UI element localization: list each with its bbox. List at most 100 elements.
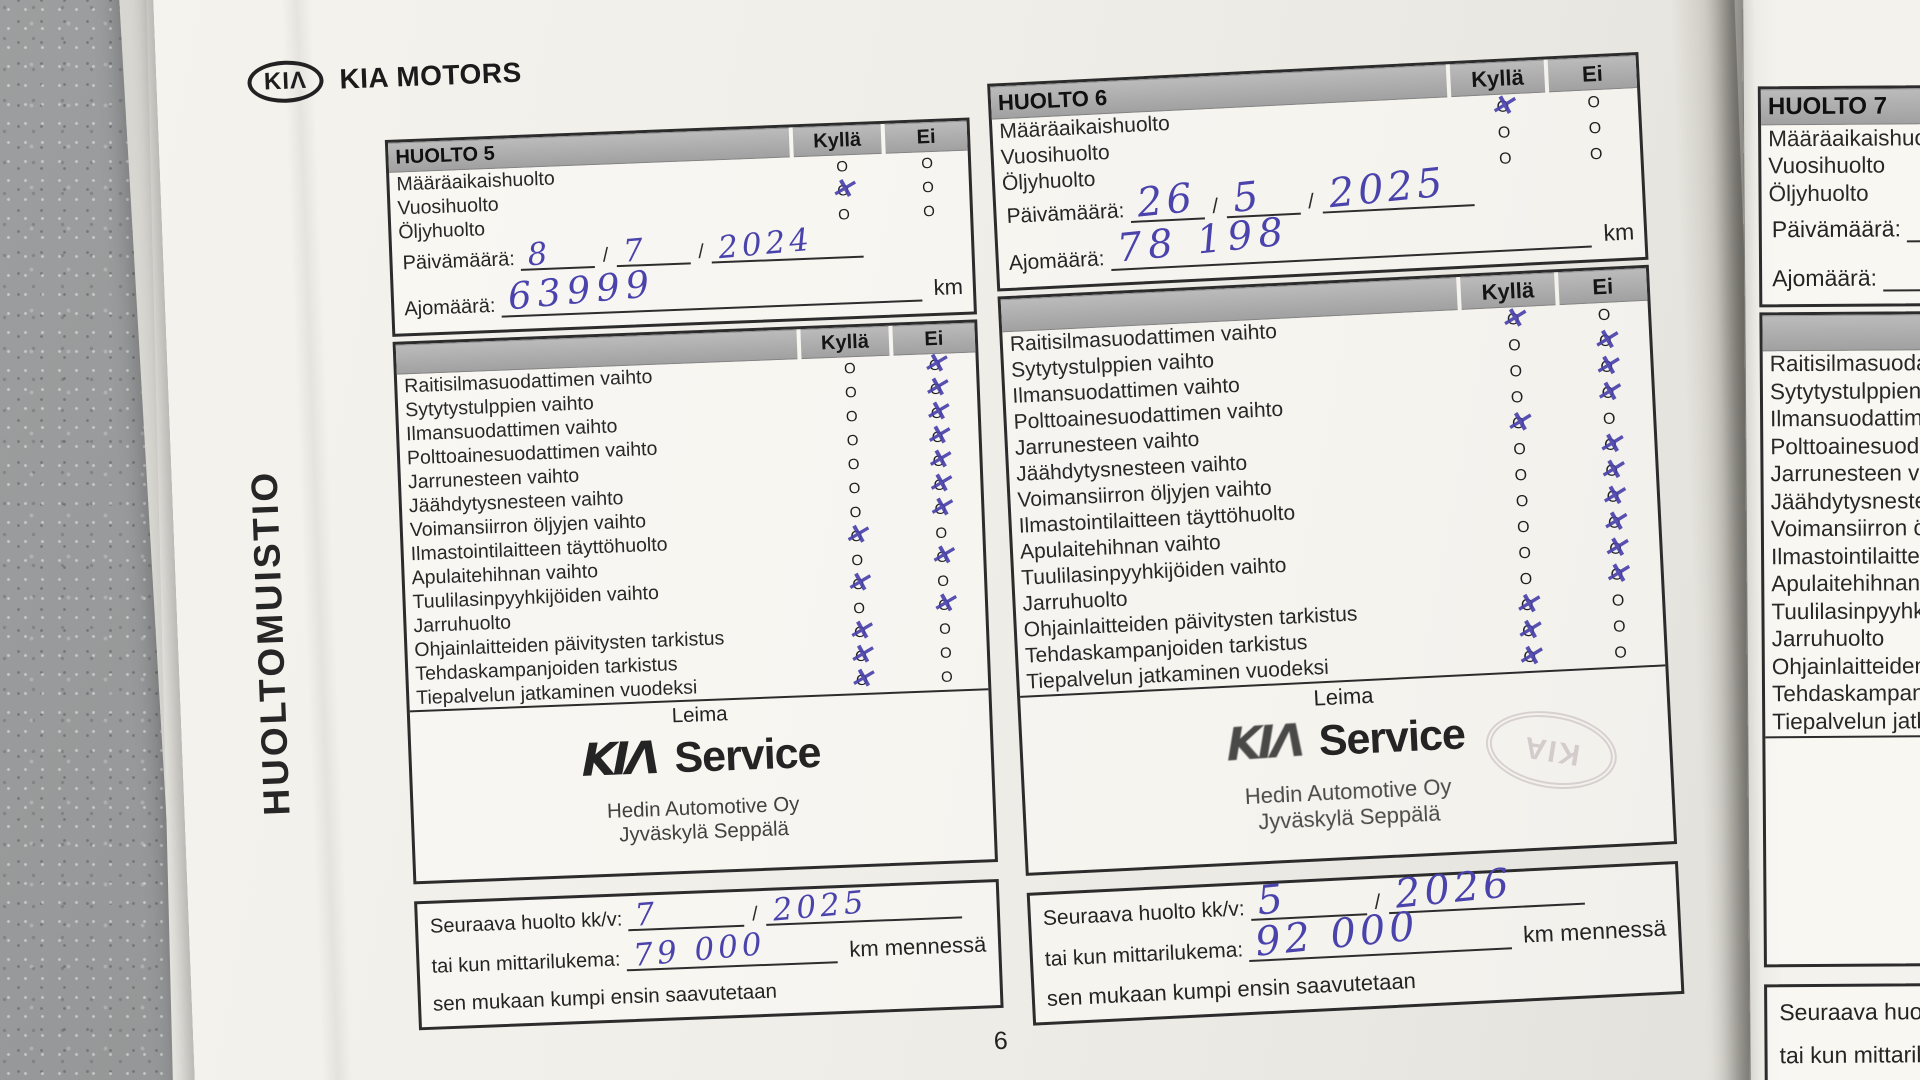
checkbox-ei	[888, 202, 971, 223]
checkbox-kylla	[1472, 439, 1567, 462]
brand-header: KIΛ KIA MOTORS	[246, 52, 523, 105]
checklist-item-label: Tuulilasinpyyhkijöiden vaihto	[1771, 597, 1920, 625]
checkbox-kylla	[1475, 491, 1570, 514]
date-year-line: 2025	[1321, 160, 1475, 217]
service-logo-text: Service	[673, 728, 822, 783]
next-odometer-label: tai kun mittarilukema:	[1044, 938, 1244, 972]
odometer-line: 63999	[501, 262, 923, 318]
checklist-row: Jarruhuolto	[1765, 621, 1920, 653]
checkbox-kylla	[799, 181, 888, 202]
next-service-box: Seuraava huolto kk/v: 5 / 2026 tai kun m…	[1026, 860, 1685, 1026]
checklist-item-label: Jarruhuolto	[1771, 625, 1885, 652]
handwritten-next-month: 5	[1254, 875, 1289, 925]
checkbox-kylla	[814, 574, 903, 595]
checklist-row: Sytytystulppien vaihto	[1763, 374, 1920, 406]
checkbox-ei	[905, 643, 988, 664]
checkbox-ei	[1564, 383, 1653, 405]
checkbox-ei	[1575, 616, 1664, 638]
service-logo-text: Service	[1317, 710, 1466, 766]
checklist-row: Jarrunesteen vaihto	[1763, 456, 1920, 488]
page-number: 6	[993, 1026, 1009, 1056]
checklist-item-label: Ohjainlaitteiden päivitysten tarkistus	[1771, 652, 1920, 680]
service-summary-box: HUOLTO 5 Kyllä Ei Määräaikaishuolto Vuos…	[384, 117, 977, 337]
next-odometer-label: tai kun mittarilukema:	[1779, 1040, 1920, 1068]
checklist-item-label: Polttoainesuodattimen vaihto	[1770, 432, 1920, 460]
yes-column-header: Kyllä	[792, 123, 882, 158]
checkbox-kylla	[807, 383, 896, 404]
checkbox-kylla	[810, 479, 899, 500]
kia-logo-mark: KIΛ	[576, 730, 662, 788]
checkbox-ei	[903, 595, 986, 616]
checklist-header-spacer	[1762, 311, 1920, 351]
odometer-field: Ajomäärä: km	[1762, 252, 1920, 303]
checklist-item-label: Ilmastointilaitteen täyttöhuolto	[1770, 542, 1920, 570]
summary-label: Määräaikaishuolto	[1768, 124, 1920, 152]
checkbox-kylla	[1457, 122, 1552, 145]
whichever-first-note: sen mukaan kumpi ensin saavutetaan	[432, 979, 778, 1016]
next-odometer-line-row: tai kun mittarilukema: 79 000 km menness…	[431, 926, 987, 978]
date-separator: /	[602, 244, 609, 267]
no-column-header: Ei	[1547, 55, 1638, 93]
checkbox-ei	[1573, 564, 1662, 586]
no-column-header: Ei	[884, 120, 968, 154]
handwritten-day: 8	[526, 235, 554, 274]
checkbox-ei	[1551, 118, 1640, 140]
km-unit: km	[933, 273, 964, 301]
summary-row: Vuosihuolto	[1761, 148, 1920, 180]
checklist-row: Voimansiirron öljyjen vaihto	[1764, 511, 1920, 543]
checklist-row: Jäähdytysnesteen vaihto	[1764, 484, 1920, 516]
checkbox-ei	[901, 547, 984, 568]
panel-header-bar: HUOLTO 7 Kyllä Ei	[1760, 85, 1920, 126]
next-year-line: 2026	[1387, 860, 1585, 918]
stamp-area: Leima KIΛ Service Hedin Automotive Oy Jy…	[1020, 664, 1674, 873]
checkbox-kylla	[1476, 517, 1571, 540]
service-summary-box: HUOLTO 7 Kyllä Ei Määräaikaishuolto Vuos…	[1757, 81, 1920, 307]
handwritten-odometer: 63999	[506, 262, 658, 319]
checklist-row: Tehdaskampanjoiden tarkistus	[1765, 676, 1920, 708]
summary-row: Määräaikaishuolto	[1761, 121, 1920, 153]
huolto5-panel: HUOLTO 5 Kyllä Ei Määräaikaishuolto Vuos…	[384, 117, 1004, 1031]
km-by-label: km mennessä	[1522, 914, 1667, 948]
checklist-row: Apulaitehihnan vaihto	[1764, 566, 1920, 598]
checkbox-ei	[1576, 642, 1665, 664]
km-by-label: km mennessä	[848, 931, 987, 962]
checkbox-kylla	[1467, 335, 1562, 358]
checkbox-kylla	[1456, 96, 1551, 119]
date-day-line	[1906, 219, 1920, 242]
checkbox-ei	[906, 667, 989, 688]
checkbox-ei	[899, 499, 982, 520]
checkbox-kylla	[806, 359, 895, 380]
checklist-box: Kyllä Ei Raitisilmasuodattimen vaihto Sy…	[997, 264, 1678, 876]
next-service-box: Seuraava huolto kk/v: 7 / 2025 tai kun m…	[414, 878, 1004, 1031]
date-field: Päivämäärä: / /	[1762, 205, 1920, 254]
checkbox-kylla	[1466, 309, 1561, 332]
checkbox-kylla	[1477, 543, 1572, 566]
odometer-line: 78 198	[1110, 209, 1593, 272]
next-odometer-line: 79 000	[626, 926, 838, 974]
checkbox-kylla	[800, 205, 889, 226]
date-label: Päivämäärä:	[1006, 199, 1125, 228]
checklist-item-label: Apulaitehihnan vaihto	[1771, 570, 1920, 597]
next-service-label: Seuraava huolto kk/v:	[1779, 997, 1920, 1025]
date-separator: /	[1307, 190, 1315, 214]
checklist-row: Tuulilasinpyyhkijöiden vaihto	[1764, 594, 1920, 626]
odometer-label: Ajomäärä:	[403, 294, 496, 321]
date-label: Päivämäärä:	[1771, 214, 1902, 242]
next-odometer-line-row: tai kun mittarilukema: km mennessä	[1779, 1036, 1920, 1069]
checklist-row: Ilmastointilaitteen täyttöhuolto	[1764, 539, 1920, 571]
date-label: Päivämäärä:	[402, 248, 516, 275]
checkbox-kylla	[808, 407, 897, 428]
checklist-item-label: Jarrunesteen vaihto	[1770, 460, 1920, 487]
odometer-line	[1882, 266, 1920, 292]
odometer-label: Ajomäärä:	[1008, 247, 1106, 275]
checklist-box: Kyllä Ei Raitisilmasuodattimen vaihto Sy…	[1759, 307, 1920, 967]
checkbox-ei	[1574, 590, 1663, 612]
next-year-line: 2025	[765, 884, 963, 929]
checklist-item-label: Jäähdytysnesteen vaihto	[1770, 487, 1920, 515]
checklist-item-label: Voimansiirron öljyjen vaihto	[1770, 515, 1920, 542]
handwritten-year: 2025	[1326, 159, 1448, 218]
next-odometer-label: tai kun mittarilukema:	[431, 948, 621, 978]
kia-logo-mark: KIΛ	[1221, 713, 1306, 772]
checkbox-ei	[1552, 144, 1641, 166]
checkbox-kylla	[1482, 647, 1577, 670]
